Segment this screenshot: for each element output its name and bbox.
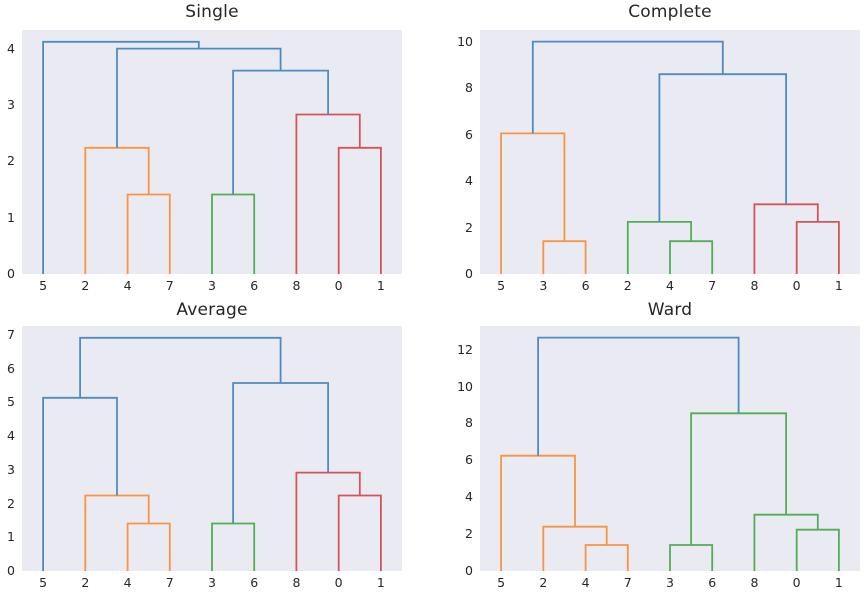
y-tick-label: 6 — [465, 126, 473, 142]
leaf-label: 0 — [792, 278, 801, 293]
y-tick-label: 4 — [7, 428, 15, 444]
leaf-label: 6 — [581, 278, 590, 293]
leaf-label: 3 — [666, 575, 674, 590]
dendrogram-canvas — [480, 326, 860, 571]
leaf-label: 4 — [581, 575, 590, 590]
leaf-label: 8 — [750, 278, 759, 293]
leaf-label: 2 — [81, 575, 90, 590]
y-tick-label: 0 — [465, 563, 473, 578]
y-tick-label: 4 — [465, 489, 473, 505]
y-tick-label: 5 — [7, 394, 15, 410]
y-tick-label: 10 — [457, 33, 473, 49]
leaf-label: 1 — [376, 278, 385, 293]
y-tick-label: 3 — [7, 461, 15, 477]
dendrogram-canvas — [22, 326, 402, 571]
subplot-title: Ward — [647, 300, 693, 320]
leaf-label: 0 — [334, 278, 343, 293]
dendrogram-link — [531, 40, 724, 134]
leaf-label: 4 — [123, 575, 132, 590]
leaf-label: 3 — [208, 278, 216, 293]
dendrogram-canvas — [480, 30, 860, 274]
dendrogram-link — [795, 528, 840, 571]
leaf-label: 5 — [39, 278, 48, 293]
y-tick-label: 8 — [465, 415, 473, 431]
y-tick-label: 4 — [465, 173, 473, 189]
axes-background — [480, 30, 860, 274]
leaf-label: 1 — [834, 278, 843, 293]
leaf-label: 3 — [208, 575, 216, 590]
leaf-label: 7 — [708, 278, 717, 293]
leaf-label: 5 — [39, 575, 48, 590]
y-tick-label: 1 — [7, 529, 15, 545]
dendrogram-link — [79, 336, 282, 398]
y-tick-label: 6 — [7, 360, 15, 376]
y-tick-label: 7 — [7, 327, 15, 343]
leaf-label: 6 — [708, 575, 717, 590]
subplot-title: Average — [176, 300, 248, 320]
y-tick-label: 0 — [7, 563, 15, 578]
y-tick-label: 2 — [465, 526, 473, 542]
leaf-label: 7 — [165, 575, 174, 590]
y-tick-label: 3 — [7, 96, 15, 112]
subplot-single: Single 0 1 2 3 4 5 2 4 7 3 6 8 0 1 — [0, 0, 433, 300]
leaf-label: 3 — [539, 278, 548, 293]
y-tick-label: 1 — [7, 209, 15, 225]
y-tick-label: 12 — [457, 341, 473, 357]
subplot-ward: Ward 0 2 4 6 8 10 12 5 2 4 7 3 6 8 0 1 — [433, 297, 866, 597]
leaf-label: 1 — [376, 575, 385, 590]
leaf-label: 2 — [539, 575, 548, 590]
y-tick-label: 2 — [7, 153, 15, 169]
y-tick-label: 4 — [7, 40, 15, 56]
dendrogram-link — [42, 40, 200, 274]
leaf-label: 7 — [623, 575, 632, 590]
subplot-average: Average 0 1 2 3 4 5 6 7 5 2 4 7 3 6 8 0 1 — [0, 297, 433, 597]
leaf-label: 8 — [292, 278, 301, 293]
y-tick-label: 6 — [465, 452, 473, 468]
y-tick-label: 10 — [457, 378, 473, 394]
leaf-label: 1 — [834, 575, 843, 590]
axes-background — [480, 326, 860, 571]
dendrogram-link — [537, 336, 740, 456]
y-tick-label: 0 — [465, 266, 473, 281]
y-tick-label: 8 — [465, 80, 473, 96]
y-tick-label: 2 — [7, 495, 15, 511]
subplot-title: Complete — [628, 2, 712, 22]
dendrogram-link — [753, 513, 819, 571]
leaf-label: 6 — [250, 278, 259, 293]
dendrogram-link — [500, 454, 576, 571]
leaf-label: 7 — [165, 278, 174, 293]
y-tick-label: 2 — [465, 219, 473, 235]
leaf-label: 8 — [292, 575, 301, 590]
dendrogram-canvas — [22, 30, 402, 274]
leaf-label: 6 — [250, 575, 259, 590]
subplot-title: Single — [185, 2, 239, 22]
leaf-label: 2 — [81, 278, 90, 293]
leaf-label: 4 — [666, 278, 674, 293]
leaf-label: 2 — [623, 278, 632, 293]
leaf-label: 5 — [497, 278, 506, 293]
leaf-label: 4 — [123, 278, 132, 293]
leaf-label: 0 — [792, 575, 801, 590]
dendrogram-link — [542, 525, 608, 571]
subplot-complete: Complete 0 2 4 6 8 10 5 3 6 2 4 7 8 0 1 — [433, 0, 866, 300]
leaf-label: 5 — [497, 575, 506, 590]
leaf-label: 8 — [750, 575, 759, 590]
leaf-label: 0 — [334, 575, 343, 590]
y-tick-label: 0 — [7, 266, 15, 281]
